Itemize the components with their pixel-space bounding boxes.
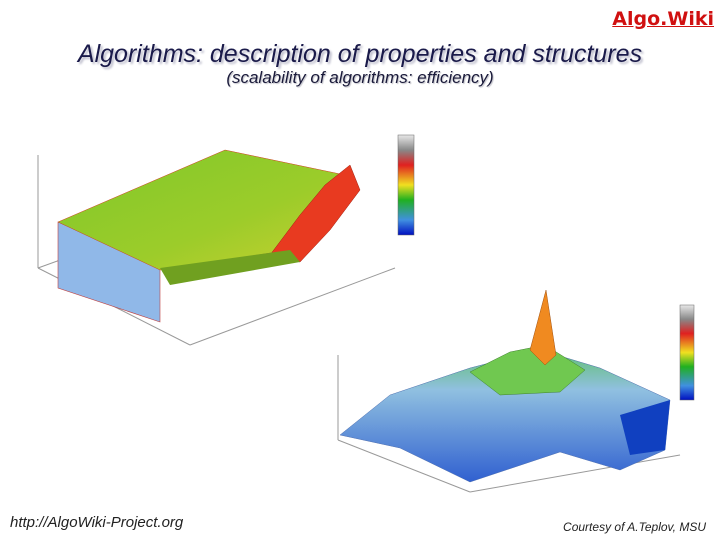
footer-url: http://AlgoWiki-Project.org — [10, 514, 184, 531]
subtitle: (scalability of algorithms: efficiency) — [226, 68, 494, 87]
surface-edge — [160, 250, 300, 285]
surface-blue — [620, 400, 670, 455]
colorbar — [397, 134, 415, 236]
logo: Algo.Wiki — [612, 8, 714, 30]
surface-peak — [529, 289, 557, 366]
footer-credit: Courtesy of A.Teplov, MSU — [563, 520, 706, 534]
surface-ridge — [269, 164, 361, 263]
surface-green — [469, 344, 586, 396]
colorbar — [679, 304, 695, 401]
title: Algorithms: description of properties an… — [77, 40, 643, 68]
plot-2 — [337, 355, 681, 493]
